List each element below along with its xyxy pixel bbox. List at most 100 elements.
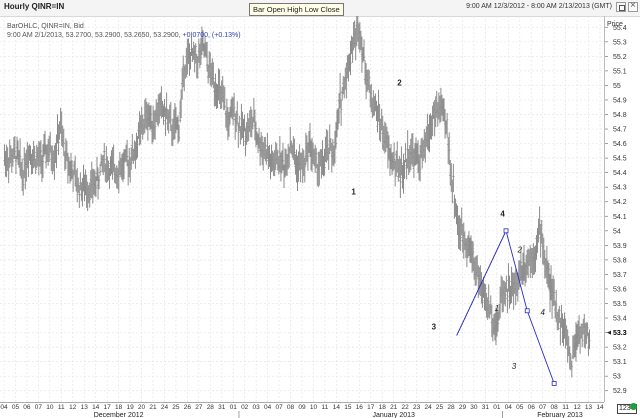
ohlc-bar (585, 322, 588, 345)
price-tick-label: 54.5 (613, 156, 627, 163)
time-range-label[interactable]: 9:00 AM 12/3/2012 - 8:00 AM 2/13/2013 (G… (466, 3, 612, 10)
ohlc-bar (506, 288, 509, 314)
ohlc-bar (117, 160, 121, 194)
date-axis[interactable]: 04 05 06 07 10 11 12 13 14 17 18 19 20 21 24 25 26 27 28 31… (0, 402, 604, 418)
ohlc-bar (400, 146, 403, 176)
chart-legend: BarOHLC, QINR=IN, Bid 9:00 AM 2/1/2013, … (7, 22, 241, 40)
ohlc-bar (339, 99, 343, 126)
ohlc-bar (519, 247, 523, 281)
ohlc-bar (11, 148, 15, 167)
ohlc-bar (169, 101, 172, 132)
date-tick-label: 07 (539, 404, 547, 411)
ohlc-bar (34, 158, 37, 174)
restore-button[interactable] (616, 2, 626, 12)
chart-type-tooltip: Bar Open High Low Close (249, 3, 344, 16)
date-tick-label: 04 (0, 404, 8, 411)
date-tick-label: 14 (596, 404, 604, 411)
date-tick-label: 13 (585, 404, 593, 411)
ohlc-bar (368, 70, 371, 93)
legend-change-value: +0.0700, (+0.13%) (182, 32, 241, 39)
ohlc-bar (578, 326, 582, 354)
ohlc-bar (392, 142, 396, 170)
ohlc-bar (504, 282, 507, 307)
price-axis[interactable]: 52.9 53 53.1 53.2 53.3 53.4 53.5 53.6 53.7 53.8 53… (604, 16, 640, 402)
date-tick-label: 14 (92, 404, 100, 411)
ohlc-bar (452, 163, 455, 193)
date-tick-label: 11 (562, 404, 569, 411)
legend-series-label: BarOHLC, QINR=IN, Bid (7, 23, 84, 30)
ohlc-bar (329, 137, 332, 151)
date-tick-label: 06 (528, 404, 536, 411)
date-tick-label: 01 (493, 404, 501, 411)
ohlc-bar (178, 100, 182, 123)
ohlc-bar (130, 147, 133, 170)
price-chart-plot[interactable]: 1 2 3 4 1 2 3 4 (0, 16, 604, 402)
ohlc-bar (555, 289, 558, 323)
price-tick-label: 53.5 (613, 301, 627, 308)
wave-label: 2 (517, 246, 523, 255)
price-tick-label: 53.6 (613, 286, 627, 293)
date-tick-label: 10 (46, 404, 54, 411)
ohlc-bar (496, 311, 500, 332)
price-tick-label: 52.9 (613, 388, 627, 395)
ohlc-bar (448, 132, 451, 166)
date-tick-label: 10 (310, 404, 318, 411)
ohlc-bar (315, 147, 318, 169)
date-tick-label: 28 (207, 404, 215, 411)
date-tick-label: 09 (298, 404, 306, 411)
ohlc-bar (323, 148, 326, 176)
title-bar[interactable]: Hourly QINR=IN Bar Open High Low Close 9… (0, 0, 640, 17)
date-tick-label: 22 (402, 404, 410, 411)
date-tick-label: 30 (470, 404, 478, 411)
ohlc-bar (522, 244, 526, 281)
ohlc-bar (333, 130, 337, 164)
ohlc-bar (362, 39, 366, 61)
date-tick-label: 04 (505, 404, 513, 411)
date-tick-label: 24 (424, 404, 432, 411)
date-tick-label: 29 (459, 404, 467, 411)
ohlc-bar (94, 176, 98, 197)
price-tick-label: 54 (613, 228, 621, 235)
price-tick-label: 54.1 (613, 214, 627, 221)
ohlc-bar (163, 98, 166, 117)
price-tick-label: 54.6 (613, 141, 627, 148)
ohlc-bar (57, 124, 60, 156)
ohlc-bar (349, 40, 352, 75)
ohlc-bar (547, 262, 551, 290)
date-tick-label: 24 (161, 404, 169, 411)
legend-bar-values: 9:00 AM 2/1/2013, 53.2700, 53.2900, 53.2… (7, 31, 241, 40)
ohlc-bar (281, 142, 285, 171)
date-tick-label: 11 (322, 404, 329, 411)
ohlc-bar (199, 37, 203, 65)
wave-point (503, 228, 509, 234)
month-label: February 2013 (537, 412, 583, 418)
ohlc-bar (97, 175, 101, 190)
close-button[interactable] (628, 0, 638, 12)
price-tick-label: 53 (613, 374, 621, 381)
ohlc-bar (88, 182, 91, 208)
date-tick-label: 31 (482, 404, 490, 411)
wave-label: 3 (432, 323, 437, 332)
ohlc-bar (338, 72, 342, 109)
crosshair-value-badge[interactable]: 1234 (617, 404, 637, 414)
ohlc-bar (264, 136, 267, 162)
ohlc-bar (13, 135, 17, 160)
date-tick-label: 21 (390, 404, 398, 411)
date-tick-label: 25 (172, 404, 180, 411)
date-tick-label: 12 (573, 404, 581, 411)
ohlc-bar (22, 170, 25, 196)
price-tick-label: 54.9 (613, 97, 627, 104)
date-tick-label: 17 (104, 404, 112, 411)
ohlc-bar (227, 111, 231, 137)
wave-label: 4 (500, 209, 505, 218)
ohlc-bar (71, 169, 75, 192)
date-tick-label: 13 (81, 404, 89, 411)
wave-label: 2 (397, 78, 402, 87)
date-tick-label: 23 (413, 404, 421, 411)
date-tick-label: 07 (35, 404, 43, 411)
wave-line-dotted (456, 230, 507, 336)
chart-title: Hourly QINR=IN (4, 2, 65, 11)
ohlc-bar (376, 105, 379, 133)
ohlc-bar (293, 138, 296, 165)
